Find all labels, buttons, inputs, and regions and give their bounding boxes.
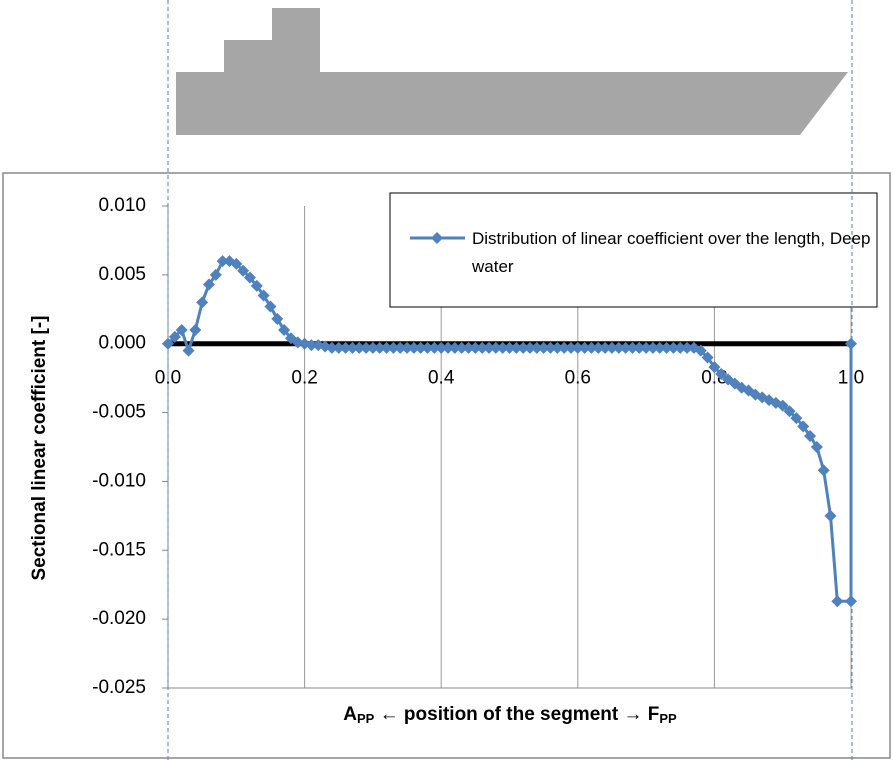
y-tick-label: -0.025: [92, 677, 146, 698]
data-point: [182, 345, 194, 357]
ship-bridge: [272, 8, 320, 41]
data-point: [845, 338, 857, 350]
y-tick-label: 0.000: [98, 333, 146, 354]
ship-hull: [176, 72, 848, 135]
chart: 0.00.20.40.60.81.00.0100.0050.000-0.005-…: [0, 0, 893, 760]
data-point: [189, 324, 201, 336]
ship-silhouette: [176, 8, 848, 135]
y-axis-label: Sectional linear coefficient [-]: [29, 316, 50, 581]
x-tick-label: 0.6: [565, 368, 591, 389]
x-axis-label: APP ← position of the segment → FPP: [343, 704, 677, 726]
data-point: [845, 595, 857, 607]
y-tick-label: -0.020: [92, 608, 146, 629]
legend-label: Distribution of linear coefficient over …: [472, 225, 872, 281]
y-tick-label: 0.010: [98, 195, 146, 216]
ship-deckhouse: [224, 40, 320, 73]
y-tick-label: -0.010: [92, 470, 146, 491]
x-tick-label: 0.2: [291, 368, 317, 389]
x-label-subscript: PP: [659, 711, 677, 726]
data-point: [818, 464, 830, 476]
x-label-part: A: [343, 704, 357, 725]
y-tick-label: -0.015: [92, 539, 146, 560]
page: 0.00.20.40.60.81.00.0100.0050.000-0.005-…: [0, 0, 893, 760]
y-tick-label: -0.005: [92, 402, 146, 423]
x-label-subscript: PP: [357, 711, 375, 726]
x-tick-label: 0.4: [428, 368, 455, 389]
y-tick-label: 0.005: [98, 264, 146, 285]
data-point: [196, 296, 208, 308]
data-point: [825, 510, 837, 522]
data-point: [831, 595, 843, 607]
x-label-part: ← position of the segment → F: [374, 704, 659, 725]
